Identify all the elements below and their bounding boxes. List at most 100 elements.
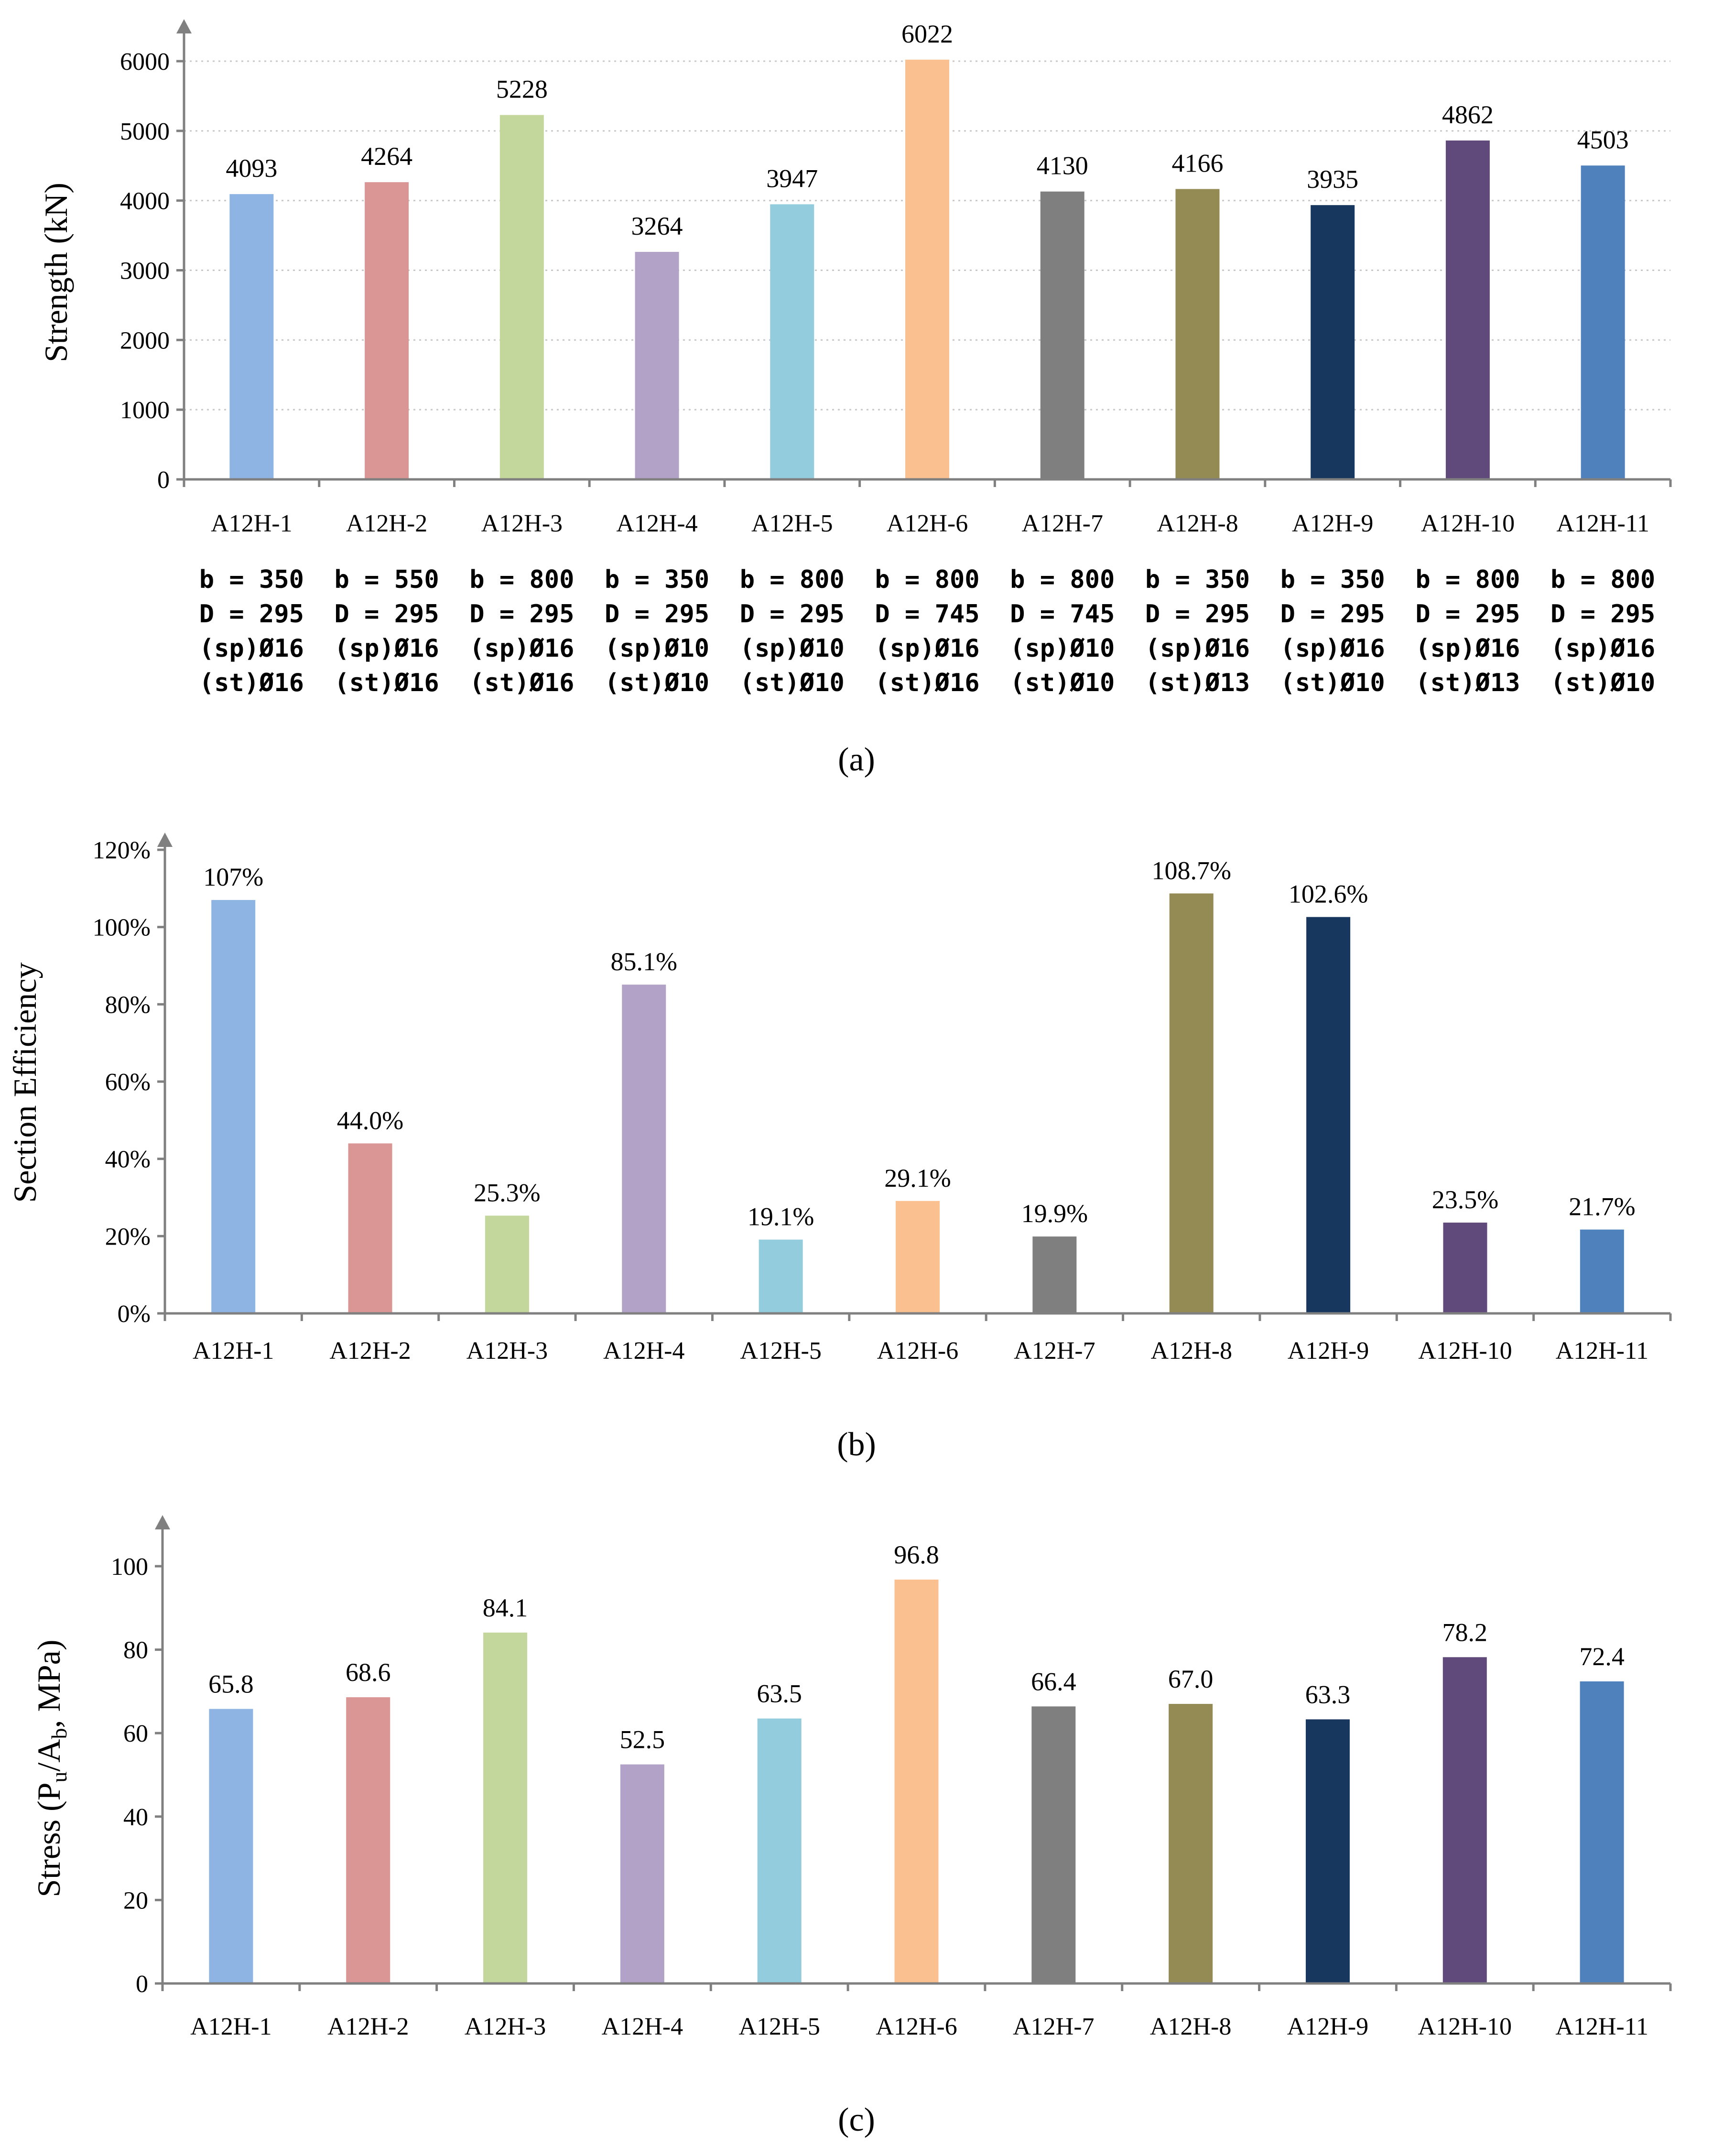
data-label: 3947: [766, 164, 818, 193]
bar-a12h-7: [1031, 1706, 1076, 1983]
data-label: 23.5%: [1432, 1185, 1498, 1214]
x-category-label: A12H-10: [1421, 510, 1515, 537]
data-label: 52.5: [620, 1725, 665, 1754]
y-axis-title-part: /A: [31, 1739, 67, 1772]
data-label: 96.8: [894, 1540, 939, 1569]
specimen-param: (st)Ø10: [605, 669, 709, 697]
y-tick-label: 40: [123, 1804, 148, 1831]
bar-a12h-2: [346, 1697, 390, 1983]
y-axis-arrow-icon: [155, 1515, 170, 1529]
bar-a12h-6: [905, 59, 949, 479]
specimen-param: D = 295: [1280, 600, 1385, 628]
panel-caption: (b): [837, 1426, 876, 1463]
specimen-param: (st)Ø10: [1280, 669, 1385, 697]
bar-a12h-11: [1580, 1681, 1624, 1983]
bar-a12h-3: [485, 1215, 529, 1313]
x-category-label: A12H-9: [1287, 2013, 1368, 2040]
bar-a12h-11: [1580, 1229, 1624, 1313]
x-category-label: A12H-3: [465, 2013, 546, 2040]
specimen-param: D = 745: [875, 600, 979, 628]
data-label: 4093: [226, 154, 277, 183]
bar-a12h-8: [1169, 893, 1214, 1313]
specimen-param: b = 800: [740, 565, 845, 594]
x-category-label: A12H-3: [466, 1337, 548, 1365]
specimen-param: D = 295: [740, 600, 845, 628]
chart-c-stress: 65.8 68.6 84.1 52.5 63.5 96.8 66.4 67.0 63.3 78.2…: [31, 1515, 1672, 2138]
x-category-label: A12H-1: [190, 2013, 271, 2040]
bar-a12h-11: [1581, 165, 1625, 479]
x-category-label: A12H-11: [1555, 2013, 1648, 2040]
bar-a12h-10: [1442, 1657, 1487, 1983]
y-tick-label: 60: [123, 1720, 148, 1747]
specimen-param: (sp)Ø16: [1550, 634, 1655, 663]
bar-a12h-1: [211, 900, 256, 1313]
y-tick-label: 80: [123, 1637, 148, 1664]
specimen-param: (st)Ø13: [1415, 669, 1520, 697]
bar-a12h-7: [1040, 191, 1084, 479]
specimen-param: D = 295: [1550, 600, 1655, 628]
x-category-label: A12H-8: [1151, 1337, 1232, 1365]
data-label: 5228: [496, 75, 548, 104]
y-axis-title: Section Efficiency: [7, 963, 43, 1203]
y-tick-label: 0%: [118, 1300, 151, 1328]
data-label: 4130: [1037, 152, 1088, 180]
x-category-label: A12H-11: [1556, 510, 1649, 537]
specimen-param: (sp)Ø16: [335, 634, 439, 663]
specimen-param: (sp)Ø10: [605, 634, 709, 663]
data-label: 102.6%: [1289, 880, 1368, 909]
x-category-label: A12H-5: [738, 2013, 820, 2040]
data-label: 25.3%: [474, 1178, 540, 1207]
y-tick-label: 40%: [105, 1146, 151, 1173]
data-label: 65.8: [208, 1670, 254, 1699]
data-label: 66.4: [1031, 1667, 1076, 1696]
x-category-label: A12H-11: [1556, 1337, 1649, 1365]
x-category-label: A12H-7: [1013, 2013, 1094, 2040]
data-label: 68.6: [346, 1658, 391, 1687]
data-label: 44.0%: [337, 1106, 403, 1135]
data-label: 19.9%: [1021, 1199, 1088, 1228]
y-tick-label: 20: [123, 1887, 148, 1914]
specimen-param: D = 295: [469, 600, 574, 628]
data-label: 63.3: [1305, 1680, 1351, 1709]
specimen-param: D = 295: [199, 600, 304, 628]
specimen-param: (st)Ø16: [199, 669, 304, 697]
bar-a12h-5: [757, 1718, 802, 1983]
specimen-param: b = 350: [1145, 565, 1250, 594]
data-label: 63.5: [757, 1679, 802, 1708]
specimen-param: D = 295: [335, 600, 439, 628]
specimen-param: (sp)Ø10: [740, 634, 845, 663]
y-axis-title-part: Stress (P: [31, 1783, 67, 1897]
bar-a12h-2: [365, 182, 409, 480]
x-category-label: A12H-7: [1014, 1337, 1095, 1365]
bar-a12h-6: [896, 1201, 940, 1313]
specimen-param: D = 295: [1415, 600, 1520, 628]
x-category-label: A12H-4: [602, 2013, 683, 2040]
y-axis-title-part: , MPa): [31, 1639, 67, 1728]
x-category-label: A12H-10: [1418, 2013, 1512, 2040]
x-category-label: A12H-9: [1288, 1337, 1369, 1365]
specimen-param: D = 295: [1145, 600, 1250, 628]
x-category-label: A12H-7: [1022, 510, 1103, 537]
specimen-param: b = 550: [335, 565, 439, 594]
bar-a12h-4: [635, 252, 679, 479]
data-label: 84.1: [483, 1593, 528, 1622]
specimen-param: b = 800: [1550, 565, 1655, 594]
specimen-param: (st)Ø16: [335, 669, 439, 697]
bar-a12h-4: [622, 985, 666, 1313]
chart-b-section-efficiency: 107% 44.0% 25.3% 85.1% 19.1% 29.1% 19.9% 108.7%…: [7, 833, 1672, 1463]
y-tick-label: 2000: [120, 327, 170, 354]
data-label: 4264: [361, 142, 412, 171]
specimen-param: b = 800: [1415, 565, 1520, 594]
y-tick-label: 0: [157, 466, 170, 494]
bar-a12h-10: [1445, 140, 1490, 479]
x-category-label: A12H-9: [1292, 510, 1373, 537]
bar-a12h-10: [1443, 1223, 1487, 1313]
y-axis-title: Strength (kN): [38, 183, 74, 362]
specimen-param: (st)Ø13: [1145, 669, 1250, 697]
specimen-param: D = 745: [1010, 600, 1115, 628]
specimen-param: b = 800: [469, 565, 574, 594]
y-tick-label: 100: [111, 1553, 148, 1581]
specimen-param: (sp)Ø16: [1280, 634, 1385, 663]
bar-a12h-6: [894, 1579, 939, 1983]
x-category-label: A12H-2: [327, 2013, 409, 2040]
